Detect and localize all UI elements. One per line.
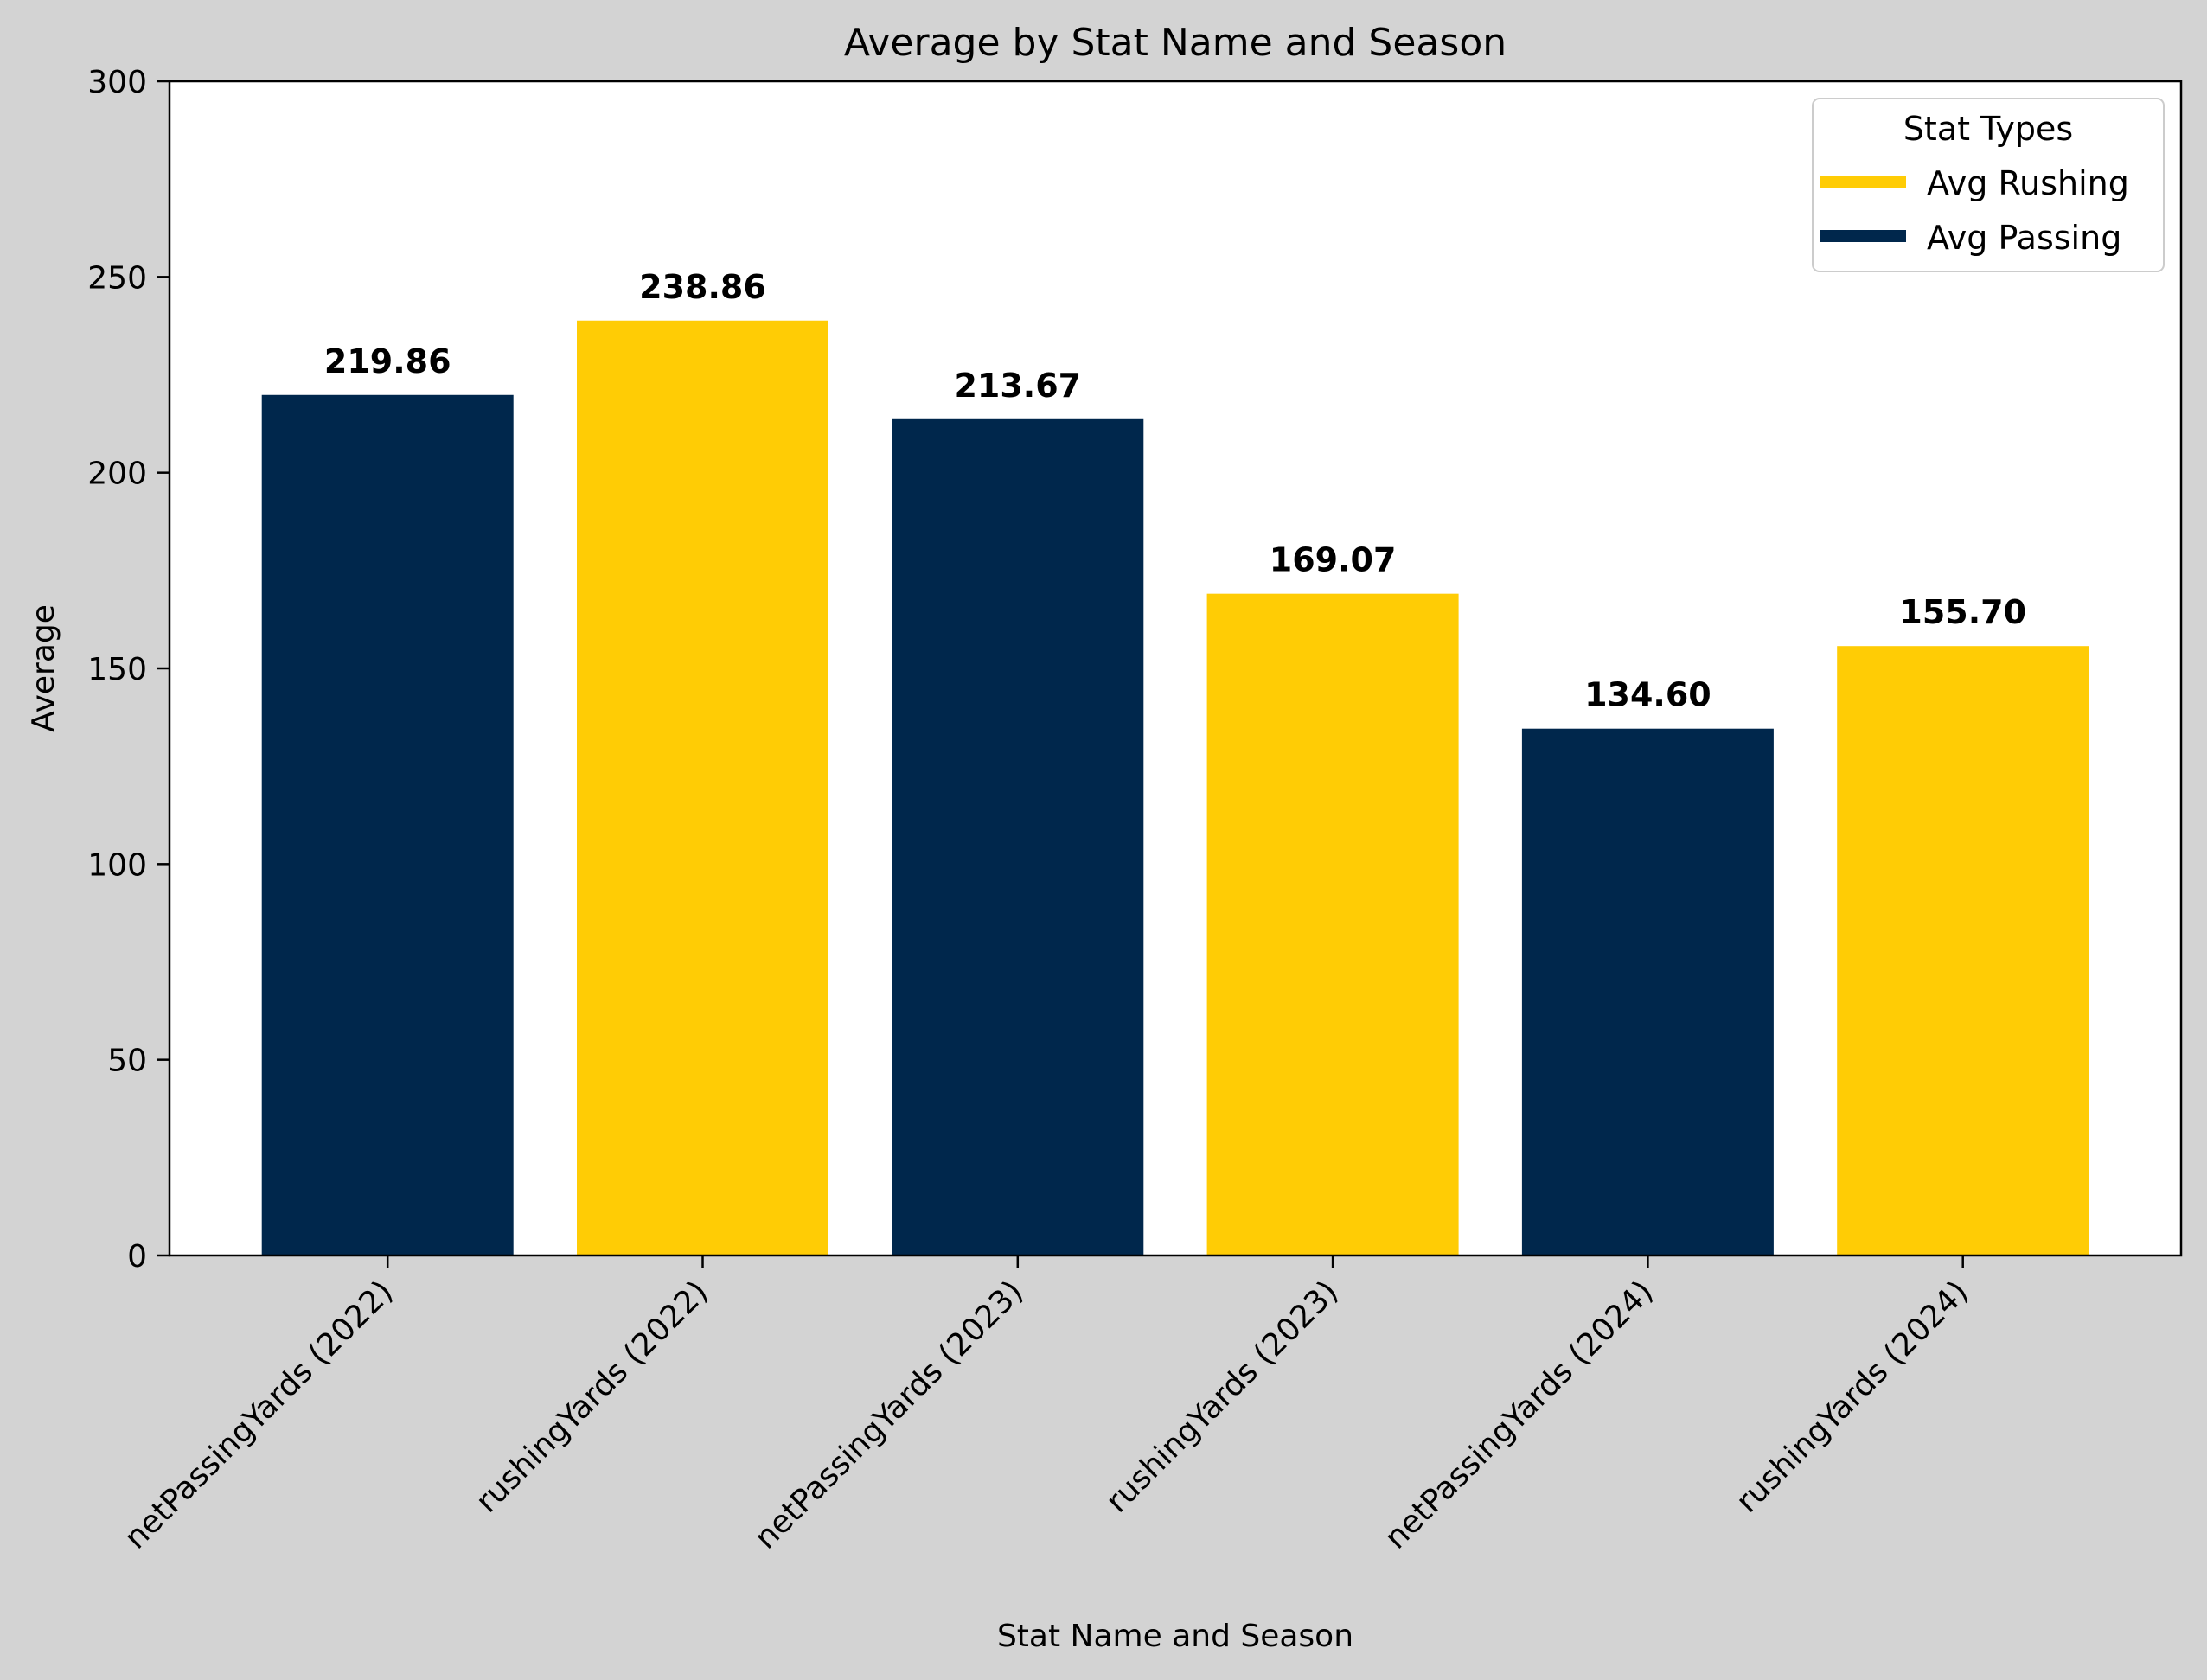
legend-label-rushing: Avg Rushing xyxy=(1927,164,2129,202)
x-axis-label: Stat Name and Season xyxy=(997,1619,1353,1654)
value-label-5: 134.60 xyxy=(1584,676,1711,714)
legend: Stat Types Avg Rushing Avg Passing xyxy=(1812,98,2165,272)
legend-box xyxy=(1812,98,2165,272)
x-ticks: netPassingYards (2022) rushingYards (2022… xyxy=(118,1255,1975,1556)
value-label-4: 169.07 xyxy=(1270,541,1397,579)
x-tick-label-5: netPassingYards (2024) xyxy=(1378,1274,1660,1555)
y-axis-label: Average xyxy=(26,604,61,732)
legend-label-passing: Avg Passing xyxy=(1927,219,2121,257)
x-tick-label-6: rushingYards (2024) xyxy=(1730,1274,1975,1519)
x-tick-label-2: rushingYards (2022) xyxy=(470,1274,715,1519)
y-ticks: 0 50 100 150 200 250 300 xyxy=(87,65,170,1274)
x-tick-label-1: netPassingYards (2022) xyxy=(118,1274,400,1555)
legend-title: Stat Types xyxy=(1903,110,2073,148)
value-label-1: 219.86 xyxy=(324,342,451,380)
x-tick-label-3: netPassingYards (2023) xyxy=(748,1274,1030,1555)
chart-title: Average by Stat Name and Season xyxy=(844,21,1507,65)
bar-4 xyxy=(1206,593,1459,1255)
bar-5 xyxy=(1521,728,1774,1255)
y-tick-label-4: 150 xyxy=(87,652,147,687)
y-tick-label-7: 300 xyxy=(87,65,147,100)
y-tick-label-6: 250 xyxy=(87,260,147,296)
bar-1 xyxy=(261,394,514,1255)
legend-swatch-rushing xyxy=(1820,176,1906,188)
y-tick-label-3: 100 xyxy=(87,847,147,883)
legend-swatch-passing xyxy=(1820,230,1906,242)
x-tick-label-4: rushingYards (2023) xyxy=(1099,1274,1345,1519)
bars xyxy=(261,320,2089,1256)
y-tick-label-2: 50 xyxy=(107,1044,147,1079)
plot-frame xyxy=(168,80,2183,1257)
value-label-3: 213.67 xyxy=(954,367,1081,405)
value-label-2: 238.86 xyxy=(639,268,766,306)
value-label-6: 155.70 xyxy=(1899,593,2026,631)
y-tick-label-5: 200 xyxy=(87,457,147,492)
bar-6 xyxy=(1837,646,2089,1255)
y-tick-label-1: 0 xyxy=(127,1239,147,1274)
bar-3 xyxy=(892,418,1144,1256)
bar-2 xyxy=(577,320,828,1256)
value-labels: 219.86 238.86 213.67 169.07 134.60 155.70 xyxy=(324,268,2026,714)
